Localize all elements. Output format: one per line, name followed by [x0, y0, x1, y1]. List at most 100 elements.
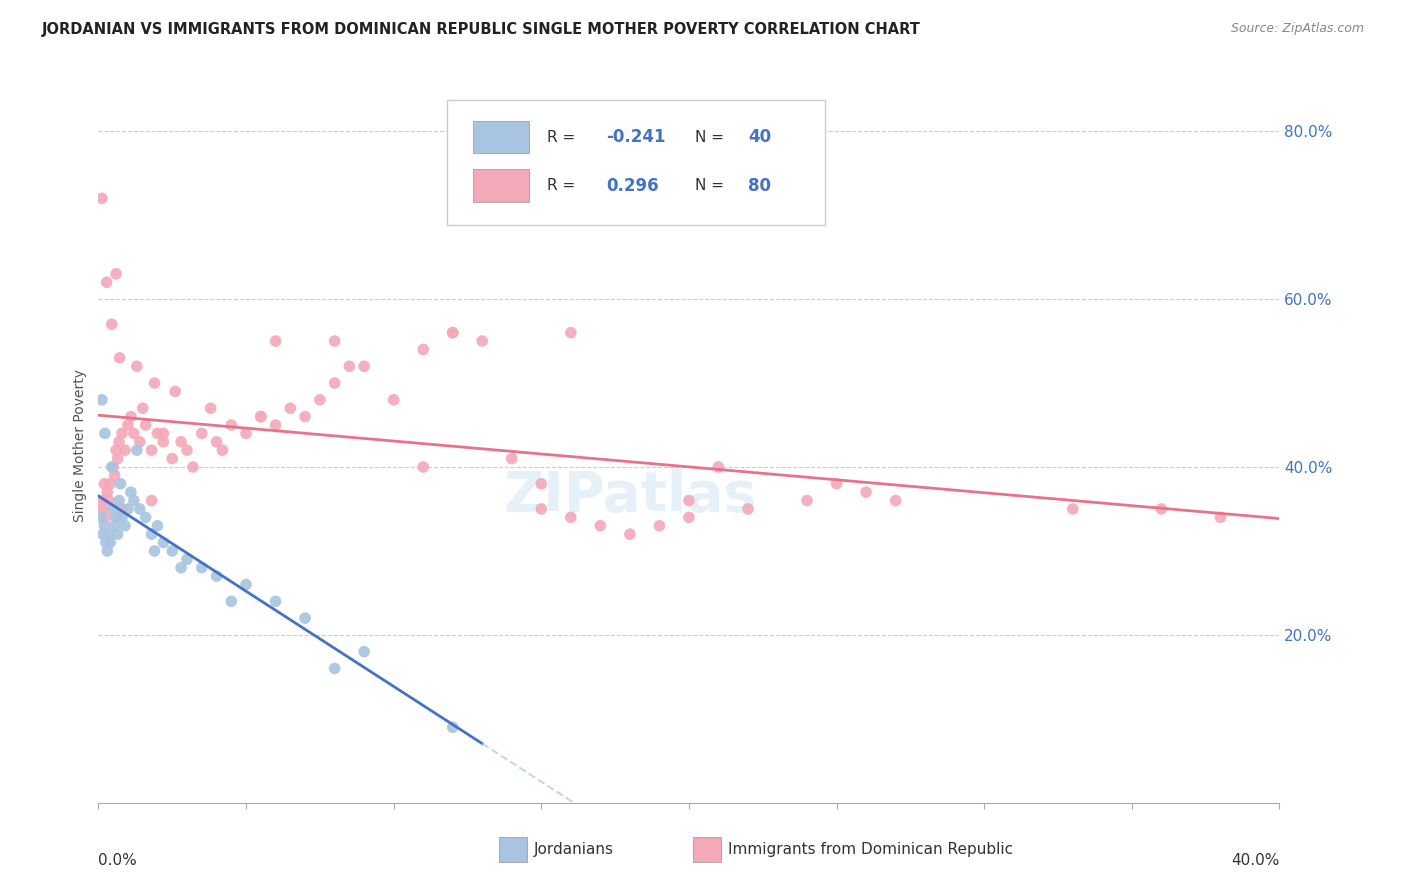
Point [176, 443, 198, 458]
Point [97, 527, 120, 541]
Point [111, 426, 134, 441]
Point [323, 334, 346, 348]
Point [323, 376, 346, 390]
Point [90, 510, 112, 524]
Point [1150, 502, 1173, 516]
Point [181, 460, 204, 475]
Point [264, 334, 287, 348]
Point [104, 468, 127, 483]
Text: Immigrants from Dominican Republic: Immigrants from Dominican Republic [728, 842, 1014, 856]
Point [250, 409, 273, 424]
Point [117, 502, 139, 516]
Point [97, 493, 120, 508]
Point [114, 518, 136, 533]
Point [205, 434, 228, 449]
Point [648, 518, 671, 533]
Point [1062, 502, 1084, 516]
Point [91, 527, 114, 541]
Point [143, 376, 166, 390]
Point [339, 359, 360, 374]
Point [105, 267, 128, 281]
Point [152, 434, 174, 449]
Text: 40.0%: 40.0% [1232, 853, 1279, 868]
Point [125, 359, 148, 374]
Point [128, 502, 150, 516]
Point [221, 594, 243, 608]
Point [105, 510, 128, 524]
Point [235, 426, 257, 441]
Point [560, 326, 582, 340]
Point [103, 460, 125, 475]
Text: 0.296: 0.296 [606, 177, 659, 194]
Point [884, 493, 907, 508]
Point [152, 426, 174, 441]
Point [353, 645, 375, 659]
Point [309, 392, 332, 407]
Point [108, 493, 131, 508]
Point [250, 409, 273, 424]
Point [107, 451, 129, 466]
FancyBboxPatch shape [472, 121, 530, 153]
Point [125, 443, 148, 458]
Point [170, 560, 193, 574]
Y-axis label: Single Mother Poverty: Single Mother Poverty [73, 369, 87, 523]
Text: -0.241: -0.241 [606, 128, 666, 146]
Text: 0.0%: 0.0% [98, 853, 138, 868]
Point [200, 401, 222, 416]
Point [100, 318, 122, 332]
Point [141, 527, 163, 541]
Text: N =: N = [695, 129, 728, 145]
Point [143, 544, 166, 558]
Point [1209, 510, 1232, 524]
Point [108, 434, 131, 449]
Point [501, 451, 523, 466]
Text: 80: 80 [748, 177, 770, 194]
Point [98, 535, 121, 549]
Point [278, 401, 302, 416]
Point [353, 359, 375, 374]
Point [90, 493, 112, 508]
Point [111, 502, 134, 516]
Point [96, 485, 118, 500]
Point [122, 493, 145, 508]
Point [221, 417, 243, 432]
Point [91, 191, 114, 205]
Point [146, 426, 169, 441]
Point [110, 476, 132, 491]
Point [855, 485, 877, 500]
Text: Jordanians: Jordanians [534, 842, 614, 856]
Point [94, 535, 117, 549]
Point [170, 434, 193, 449]
Point [191, 560, 214, 574]
Point [114, 443, 136, 458]
Text: N =: N = [695, 178, 728, 193]
Point [619, 527, 641, 541]
Point [107, 527, 129, 541]
Point [108, 351, 131, 365]
Point [165, 384, 187, 399]
Point [146, 518, 169, 533]
Point [135, 417, 157, 432]
Point [825, 476, 848, 491]
Point [560, 510, 582, 524]
Point [93, 476, 115, 491]
Point [162, 544, 183, 558]
Point [128, 434, 150, 449]
Text: 40: 40 [748, 128, 770, 146]
Point [191, 426, 214, 441]
Point [264, 594, 287, 608]
Point [441, 720, 464, 734]
Point [678, 493, 700, 508]
Point [120, 485, 142, 500]
Point [132, 401, 155, 416]
Point [205, 569, 228, 583]
Text: Source: ZipAtlas.com: Source: ZipAtlas.com [1230, 22, 1364, 36]
Point [382, 392, 405, 407]
Point [120, 409, 142, 424]
Point [589, 518, 612, 533]
Point [91, 502, 114, 516]
Point [441, 326, 464, 340]
Point [117, 417, 139, 432]
Point [678, 510, 700, 524]
Point [93, 518, 115, 533]
